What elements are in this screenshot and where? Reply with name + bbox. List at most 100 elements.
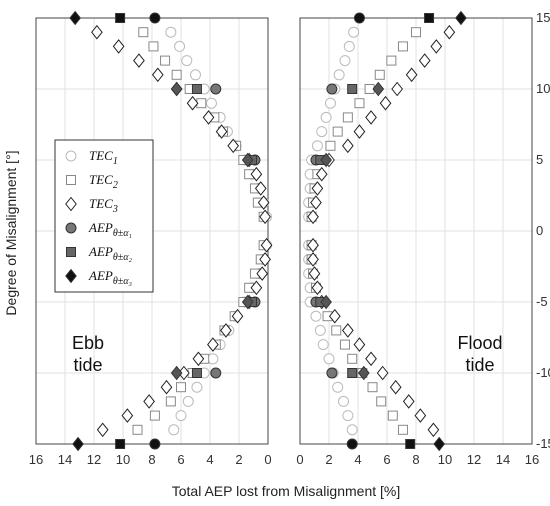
- ebb-series-tec3: [91, 24, 273, 438]
- ebb-aep3-point-0: [170, 81, 183, 97]
- flood-tec1-point-7: [316, 126, 328, 138]
- flood-aep1b-point-0: [353, 12, 365, 24]
- ebb-tec3-point-26: [121, 408, 134, 423]
- flood-tec3-point-2: [418, 53, 431, 68]
- flood-series-aep3b: [433, 10, 467, 452]
- flood-tec3-point-6: [365, 110, 377, 125]
- flood-tec1-point-6: [320, 111, 332, 123]
- ebb-tec3-point-13: [259, 209, 271, 225]
- ebb-tec3-point-21: [207, 337, 219, 352]
- ebb-tec3-point-14: [260, 237, 273, 253]
- ebb-tec1-point-22: [207, 353, 219, 365]
- flood-tec2-point-8: [325, 140, 336, 151]
- legend-label-aep3: AEPθ±α₃: [88, 268, 132, 287]
- flood-x-tick-8: 8: [412, 452, 419, 467]
- flood-aep3-point-3: [357, 365, 370, 381]
- ebb-annotation-line-0: Ebb: [72, 333, 104, 353]
- flood-aep3-point-0: [372, 81, 385, 97]
- flood-x-tick-6: 6: [383, 452, 390, 467]
- flood-tec2-point-7: [332, 126, 343, 137]
- flood-tec2-point-20: [331, 325, 342, 336]
- ebb-tec1-point-0: [165, 26, 177, 38]
- flood-x-tick-16: 16: [525, 452, 539, 467]
- y-tick-15: 15: [536, 10, 550, 25]
- ebb-tec3-point-8: [227, 138, 240, 154]
- legend-label-tec1: TEC1: [89, 148, 118, 167]
- flood-tec3-point-4: [391, 81, 403, 97]
- flood-tec3-point-12: [310, 195, 322, 210]
- ebb-x-tick-16: 16: [29, 452, 43, 467]
- flood-aep3b-point-1: [433, 436, 446, 452]
- ebb-tec3-point-2: [133, 53, 145, 68]
- flood-aep3-point-2: [320, 294, 332, 310]
- ebb-tec1-point-2: [181, 55, 193, 67]
- ebb-aep2b-point-1: [115, 439, 126, 449]
- ebb-tec1-point-24: [191, 381, 203, 393]
- ebb-x-tick-14: 14: [58, 452, 72, 467]
- flood-aep1-point-3: [326, 367, 338, 379]
- ebb-aep3b-point-0: [69, 10, 81, 26]
- ebb-series-aep3: [170, 81, 254, 381]
- flood-x-tick-14: 14: [496, 452, 510, 467]
- ebb-tec3-point-5: [186, 95, 199, 111]
- ebb-aep1-point-3: [210, 367, 222, 379]
- flood-tec3-point-22: [365, 351, 377, 367]
- flood-x-tick-0: 0: [296, 452, 303, 467]
- flood-tec1-point-26: [342, 410, 354, 422]
- flood-tec1-point-0: [348, 26, 360, 38]
- ebb-tec3-point-11: [254, 181, 267, 196]
- ebb-tec3-point-27: [96, 422, 109, 438]
- flood-tec3-point-21: [353, 337, 366, 352]
- ebb-aep2b-point-0: [115, 13, 126, 23]
- flood-annotation-line-1: tide: [465, 355, 494, 375]
- flood-aep1b-point-1: [346, 438, 358, 450]
- flood-tec2-point-5: [354, 98, 365, 109]
- flood-tec2-point-1: [397, 41, 408, 52]
- ebb-tec2-point-27: [132, 424, 143, 435]
- ebb-tec3-point-24: [160, 379, 173, 395]
- legend-marker-tec2: [66, 175, 76, 185]
- flood-x-tick-10: 10: [438, 452, 452, 467]
- flood-tec1-point-3: [333, 69, 345, 81]
- ebb-x-tick-4: 4: [206, 452, 213, 467]
- ebb-x-tick-8: 8: [148, 452, 155, 467]
- y-tick-5: 5: [536, 152, 543, 167]
- flood-tec3-point-27: [427, 422, 440, 438]
- legend-label-tec2: TEC2: [89, 172, 118, 191]
- flood-series-aep3: [320, 81, 385, 381]
- ebb-aep1b-point-1: [149, 438, 161, 450]
- flood-tec3-point-20: [342, 323, 354, 338]
- flood-tec1-point-22: [323, 353, 335, 365]
- ebb-tec1-point-3: [190, 69, 201, 81]
- flood-series-aep1b: [346, 12, 365, 450]
- flood-x-tick-4: 4: [354, 452, 361, 467]
- flood-aep1-point-0: [326, 83, 338, 95]
- ebb-tec3-point-12: [257, 195, 270, 210]
- ebb-tec2-point-25: [165, 396, 176, 407]
- flood-tec3-point-24: [389, 379, 402, 395]
- ebb-aep1-point-0: [210, 83, 222, 95]
- flood-series-tec3: [307, 24, 456, 438]
- ebb-tec3-point-20: [220, 323, 232, 338]
- flood-aep2-point-3: [347, 368, 358, 378]
- legend-marker-tec1: [65, 150, 77, 162]
- flood-tec2-point-0: [411, 27, 421, 38]
- flood-tec3-point-3: [405, 67, 418, 83]
- ebb-tec3-point-3: [151, 67, 164, 83]
- flood-aep3b-point-0: [455, 10, 467, 26]
- ebb-tec3-point-25: [143, 394, 155, 409]
- flood-tec3-point-5: [379, 95, 392, 111]
- flood-tec3-point-17: [311, 280, 324, 296]
- ebb-tec3-point-7: [215, 124, 228, 139]
- flood-tec3-point-14: [307, 237, 319, 253]
- flood-tec3-point-16: [308, 266, 321, 281]
- ebb-aep2-point-3: [191, 368, 202, 378]
- legend-label-aep1: AEPθ±α₁: [88, 220, 132, 239]
- y-tick-0: 0: [536, 223, 543, 238]
- flood-tec2-point-6: [342, 112, 353, 123]
- flood-x-tick-2: 2: [325, 452, 332, 467]
- flood-aep2b-point-0: [424, 13, 435, 23]
- flood-tec3-point-23: [376, 365, 389, 381]
- flood-x-tick-12: 12: [467, 452, 481, 467]
- legend-marker-aep3: [65, 268, 77, 284]
